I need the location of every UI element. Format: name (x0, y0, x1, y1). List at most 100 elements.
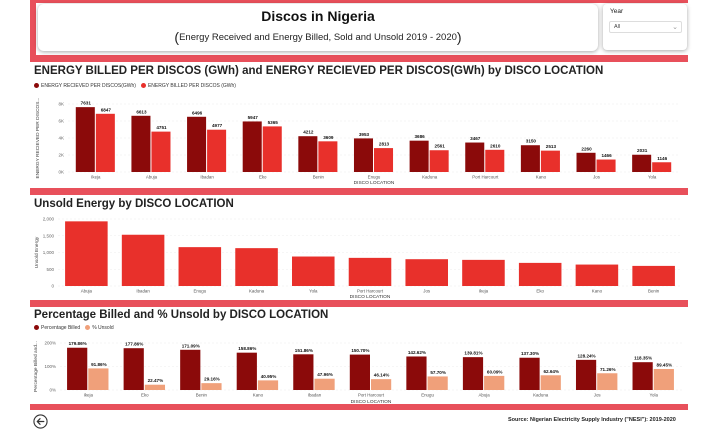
y-axis-label: Unsold Energy (34, 236, 40, 268)
unsold-panel: Unsold Energy by DISCO LOCATION 0 500 1,00… (30, 195, 688, 300)
bar (429, 150, 449, 172)
bar (484, 375, 505, 390)
energy-panel: ENERGY BILLED PER DISCOS (GWh) and ENERG… (30, 62, 688, 188)
data-label: 3686 (415, 134, 426, 139)
x-tick-label: Kano (536, 175, 547, 180)
data-label: 4751 (156, 125, 167, 130)
data-label: 139.81% (464, 351, 482, 356)
x-tick-label: Ibadan (200, 175, 214, 180)
bar (632, 154, 652, 172)
data-label: 40.95% (261, 374, 277, 379)
data-label: 47.96% (317, 372, 333, 377)
data-label: 5365 (268, 120, 279, 125)
x-tick-label: Enugu (421, 393, 434, 398)
y-tick-label: 6K (58, 119, 64, 124)
data-label: 57.70% (430, 370, 446, 375)
bar (575, 264, 619, 286)
data-label: 89.45% (657, 362, 673, 367)
x-tick-label: Abuja (81, 289, 93, 294)
data-label: 6496 (192, 110, 203, 115)
bar (298, 136, 318, 172)
data-label: 3609 (323, 135, 334, 140)
bar (632, 362, 653, 390)
divider-band (30, 404, 688, 410)
x-tick-label: Benin (313, 175, 325, 180)
year-slicer: Year All ⌄ (603, 4, 687, 50)
x-tick-label: Kaduna (249, 289, 265, 294)
data-label: 1466 (601, 153, 612, 158)
y-tick-label: 4K (58, 136, 64, 141)
x-tick-label: Kaduna (533, 393, 549, 398)
x-tick-label: Ikeja (84, 393, 94, 398)
chevron-down-icon: ⌄ (672, 24, 678, 31)
data-label: 5947 (248, 115, 259, 120)
data-label: 6847 (101, 107, 112, 112)
legend-item[interactable]: ENERGY RECIEVED PER DISCOS(GWh) (34, 83, 136, 89)
bar (576, 152, 596, 172)
data-label: 3953 (359, 132, 370, 137)
bar (353, 138, 373, 172)
bar (597, 373, 618, 390)
bar (131, 115, 151, 172)
x-axis-label: DISCO LOCATION (351, 399, 392, 404)
bar (596, 159, 616, 172)
bar (371, 379, 392, 390)
data-label: 3467 (470, 136, 481, 141)
x-tick-label: Benin (648, 289, 660, 294)
bar (349, 354, 370, 390)
source-note: Source: Nigerian Electricity Supply Indu… (508, 417, 676, 423)
x-tick-label: Kaduna (422, 175, 438, 180)
x-tick-label: Eko (141, 393, 149, 398)
x-tick-label: Abuja (146, 175, 158, 180)
data-label: 2561 (435, 144, 446, 149)
y-tick-label: 1,500 (43, 233, 55, 238)
bar (348, 257, 392, 286)
bar (318, 141, 338, 172)
bar (262, 126, 282, 172)
percentage-panel: Percentage Billed and % Unsold by DISCO … (30, 307, 688, 404)
year-dropdown[interactable]: All ⌄ (609, 21, 682, 33)
legend-item[interactable]: Percentage Billed (34, 325, 80, 331)
x-tick-label: Abuja (478, 393, 490, 398)
data-label: 2260 (581, 146, 592, 151)
x-tick-label: Port Harcourt (472, 175, 499, 180)
back-arrow-icon[interactable] (33, 414, 48, 429)
page-title: Discos in Nigeria (261, 8, 375, 24)
legend-label: ENERGY BILLED PER DISCOS (GWh) (147, 83, 236, 89)
bar (632, 265, 675, 286)
data-label: 4212 (303, 130, 314, 135)
percentage-chart: 0% 100% 200% Percentage Billed and... 179.86… (33, 341, 682, 404)
data-label: 2031 (637, 148, 648, 153)
legend-label: % Unsold (92, 325, 114, 331)
bar (652, 162, 672, 172)
x-tick-label: Eko (536, 289, 544, 294)
x-tick-label: Yola (648, 175, 657, 180)
bar (201, 383, 222, 390)
year-dropdown-value: All (614, 24, 621, 30)
chart1-legend: ENERGY RECIEVED PER DISCOS(GWh) ENERGY B… (34, 83, 236, 89)
data-label: 6613 (136, 109, 147, 114)
legend-item[interactable]: % Unsold (85, 325, 114, 331)
chart2-title: Unsold Energy by DISCO LOCATION (34, 198, 234, 210)
data-label: 2610 (490, 143, 501, 148)
data-label: 158.86% (238, 346, 256, 351)
bar (235, 248, 278, 286)
bar (485, 149, 505, 172)
bar (293, 354, 314, 390)
bar (462, 259, 505, 286)
data-label: 150.70% (351, 348, 369, 353)
data-label: 128.24% (578, 353, 596, 358)
bar (236, 352, 257, 390)
bar (121, 234, 165, 286)
legend-item[interactable]: ENERGY BILLED PER DISCOS (GWh) (140, 83, 236, 89)
x-tick-label: Yola (650, 393, 659, 398)
bar (520, 145, 540, 172)
bar (653, 368, 674, 390)
bar (123, 348, 144, 390)
data-label: 177.86% (125, 342, 143, 347)
chart3-legend: Percentage Billed % Unsold (34, 325, 114, 331)
y-tick-label: 0 (51, 284, 54, 289)
divider-band (30, 188, 688, 195)
bar (409, 140, 429, 172)
